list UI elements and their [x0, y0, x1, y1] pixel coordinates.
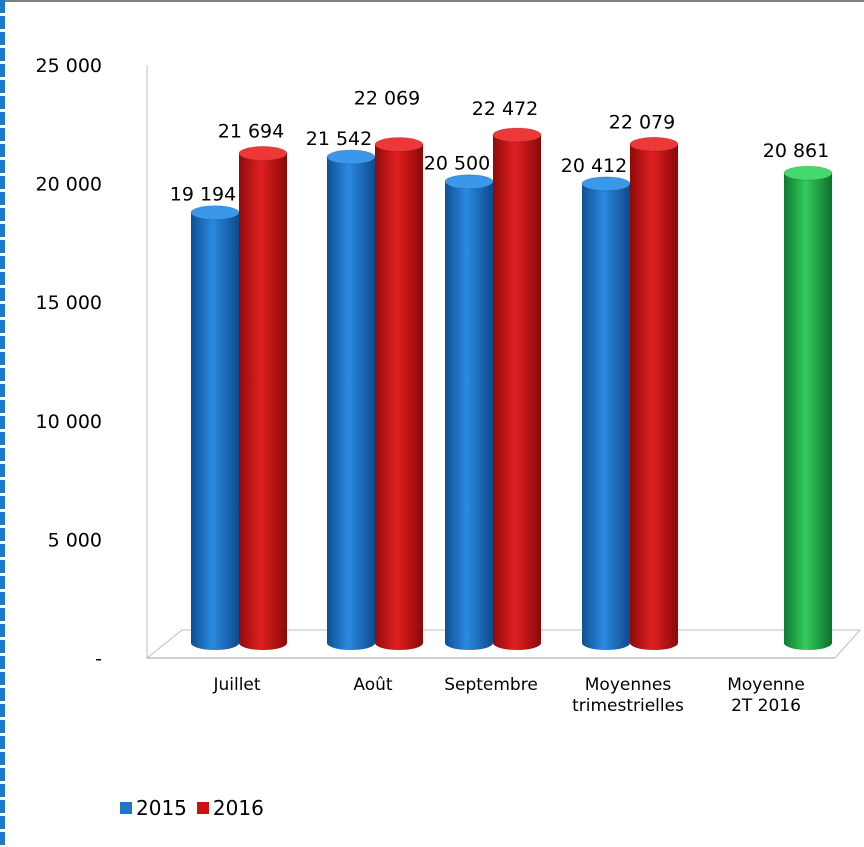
x-tick-label: 2T 2016 [731, 696, 801, 716]
bar-top [326, 149, 376, 165]
data-label: 21 694 [218, 120, 284, 142]
y-tick-label: 20 000 [36, 174, 102, 196]
data-label: 20 412 [561, 155, 627, 177]
bar-base [784, 636, 832, 650]
top-border [0, 0, 864, 2]
bar-base [582, 636, 630, 650]
x-tick-label: Septembre [444, 675, 538, 695]
bar-base [630, 636, 678, 650]
x-tick-label: trimestrielles [572, 696, 684, 716]
bar [375, 144, 423, 643]
y-tick-label: 15 000 [36, 292, 102, 314]
data-label: 22 472 [472, 98, 538, 120]
legend-swatch-2016 [196, 802, 209, 814]
bar-top [581, 176, 631, 192]
bar-base [327, 636, 375, 650]
bar-base [375, 636, 423, 650]
bar [784, 173, 832, 644]
axes-layer: - 5 000 10 000 15 000 20 000 25 000 [36, 55, 862, 670]
bar [191, 212, 239, 643]
bar-top [444, 174, 494, 190]
bar-base [445, 636, 493, 650]
y-tick-label: - [95, 648, 102, 670]
labels-layer: Juillet 19 194 21 694 Août 21 542 22 069 Septe… [170, 88, 829, 716]
x-tick-label: Août [353, 675, 393, 695]
x-tick-label: Juillet [212, 675, 260, 695]
bar-base [493, 636, 541, 650]
bar [493, 134, 541, 643]
bar-base [239, 636, 287, 650]
legend: 2015 2016 [120, 796, 274, 820]
bar-top [783, 165, 833, 181]
data-label: 22 069 [354, 88, 420, 110]
bar [582, 183, 630, 643]
data-label: 20 861 [763, 140, 829, 162]
legend-item-2015: 2015 [120, 796, 187, 820]
bar [630, 144, 678, 643]
legend-item-2016: 2016 [196, 796, 264, 820]
y-tick-label: 25 000 [36, 55, 102, 77]
y-tick-label: 5 000 [48, 529, 102, 551]
data-label: 20 500 [424, 153, 490, 175]
bar-base [191, 636, 239, 650]
legend-label-2016: 2016 [212, 796, 264, 820]
legend-label-2015: 2015 [136, 796, 187, 820]
bar-top [374, 137, 424, 153]
left-border [0, 0, 5, 847]
bar-top [238, 145, 288, 161]
data-label: 22 079 [609, 111, 675, 133]
bar [239, 153, 287, 643]
bars-layer [190, 127, 833, 650]
bar-top [629, 136, 679, 152]
bar-top [492, 127, 542, 143]
data-label: 19 194 [170, 184, 236, 206]
bar-top [190, 205, 240, 221]
bar [445, 181, 493, 644]
x-tick-label: Moyenne [727, 675, 805, 695]
y-tick-label: 10 000 [36, 411, 102, 433]
bar [327, 157, 375, 644]
data-label: 21 542 [306, 128, 372, 150]
x-tick-label: Moyennes [585, 675, 672, 695]
legend-swatch-2015 [120, 802, 132, 814]
